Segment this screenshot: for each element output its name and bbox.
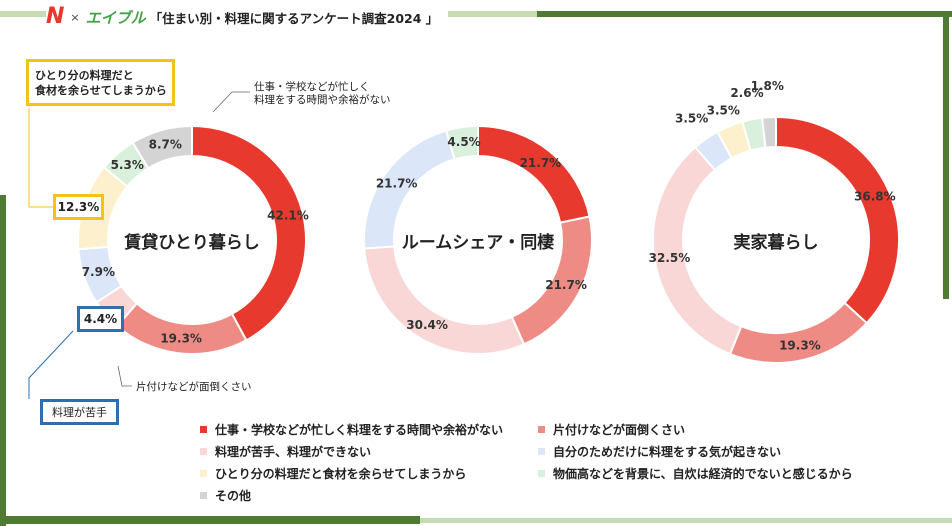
donut-chart-roomshare: 21.7% 21.7% 30.4% 21.7% 4.5% [363, 124, 593, 355]
donut-slice [131, 124, 193, 170]
callout-leftover: ひとり分の料理だと [35, 68, 134, 82]
legend-label: ひとり分の料理だと食材を余らせてしまうから [215, 467, 467, 481]
callout-busy: 仕事・学校などが忙しく [254, 80, 370, 93]
data-label: 36.8% [854, 189, 896, 203]
frame-bottom-light [420, 518, 952, 523]
legend-swatch [200, 426, 207, 433]
callout-line-busy [212, 91, 250, 113]
data-label: 4.5% [447, 135, 480, 149]
data-label: 1.8% [751, 79, 784, 93]
separator: × [70, 10, 80, 24]
donut-slice [775, 115, 900, 325]
center-label-roomshare: ルームシェア・同棲 [402, 233, 555, 253]
data-label: 7.9% [82, 265, 115, 279]
pct-box-bad-at-cooking: 4.4% [77, 306, 124, 332]
data-label: 5.3% [111, 158, 144, 172]
legend-swatch [538, 448, 545, 455]
callout-box-leftover: ひとり分の料理だと 食材を余らせてしまうから [26, 59, 175, 106]
legend-item: 仕事・学校などが忙しく料理をする時間や余裕がない [200, 421, 503, 438]
legend-label: 自分のためだけに料理をする気が起きない [553, 445, 782, 459]
able-logo: エイブル [85, 8, 146, 27]
donut-chart-rental-solo: 42.1% 19.3% 7.9% 5.3% 8.7% [77, 124, 309, 355]
page-title: 「住まい別・料理に関するアンケート調査2024 」 [149, 10, 439, 26]
data-label: 3.5% [675, 111, 708, 125]
donut-slice [444, 124, 479, 161]
donut-slice [728, 301, 869, 364]
data-label: 8.7% [149, 138, 182, 152]
callout-line-cleanup [117, 365, 132, 387]
legend-swatch [538, 470, 545, 477]
pct-box-leftover: 12.3% [53, 194, 104, 220]
legend-item: ひとり分の料理だと食材を余らせてしまうから [200, 465, 466, 482]
center-label-parents-home: 実家暮らし [734, 232, 819, 253]
legend-label: 仕事・学校などが忙しく料理をする時間や余裕がない [215, 423, 504, 437]
legend-item: 自分のためだけに料理をする気が起きない [538, 443, 781, 460]
callout-busy-2: 料理をする時間や余裕がない [254, 93, 391, 106]
frame-left-dark [0, 195, 6, 526]
n-logo: N [46, 4, 65, 29]
callout-line-leftover [28, 108, 53, 208]
frame-top-light [0, 11, 952, 17]
donut-slice [363, 245, 526, 355]
legend-label: その他 [215, 489, 252, 503]
legend-swatch [538, 426, 545, 433]
frame-right-dark [943, 17, 949, 299]
data-label: 21.7% [545, 278, 587, 292]
data-label: 3.5% [707, 103, 740, 117]
data-label: 42.1% [267, 209, 309, 223]
data-label: 19.3% [779, 338, 821, 352]
frame-top-dark [537, 11, 952, 17]
legend-item: 料理が苦手、料理ができない [200, 443, 371, 460]
donut-slice [761, 115, 777, 149]
header: N × エイブル 「住まい別・料理に関するアンケート調査2024 」 [46, 4, 449, 30]
legend-label: 料理が苦手、料理ができない [215, 445, 372, 459]
data-label: 21.7% [376, 177, 418, 191]
data-label: 2.6% [730, 86, 763, 100]
callout-leftover-2: 食材を余らせてしまうから [35, 83, 167, 97]
legend-swatch [200, 492, 207, 499]
legend-swatch [200, 470, 207, 477]
legend-item: 物価高などを背景に、自炊は経済的でないと感じるから [538, 465, 853, 482]
legend-swatch [200, 448, 207, 455]
legend-item: その他 [200, 487, 251, 504]
callout-cleanup: 片付けなどが面倒くさい [136, 380, 252, 393]
frame-bottom-dark [0, 516, 420, 524]
donut-slice [477, 124, 591, 224]
donut-slice [115, 301, 248, 355]
callout-line-bad-at-cooking [28, 330, 74, 399]
legend-item: 片付けなどが面倒くさい [538, 421, 685, 438]
data-label: 21.7% [520, 156, 562, 170]
data-label: 19.3% [160, 331, 202, 345]
data-label: 30.4% [406, 318, 448, 332]
donut-chart-parents-home: 36.8% 19.3% 32.5% 3.5%3.5% 2.6%1.8% [649, 79, 900, 364]
callout-box-bad-at-cooking: 料理が苦手 [40, 399, 119, 425]
center-label-rental-solo: 賃貸ひとり暮らし [123, 232, 260, 253]
legend-label: 片付けなどが面倒くさい [553, 423, 686, 437]
data-label: 32.5% [649, 251, 691, 265]
legend-label: 物価高などを背景に、自炊は経済的でないと感じるから [553, 467, 853, 481]
